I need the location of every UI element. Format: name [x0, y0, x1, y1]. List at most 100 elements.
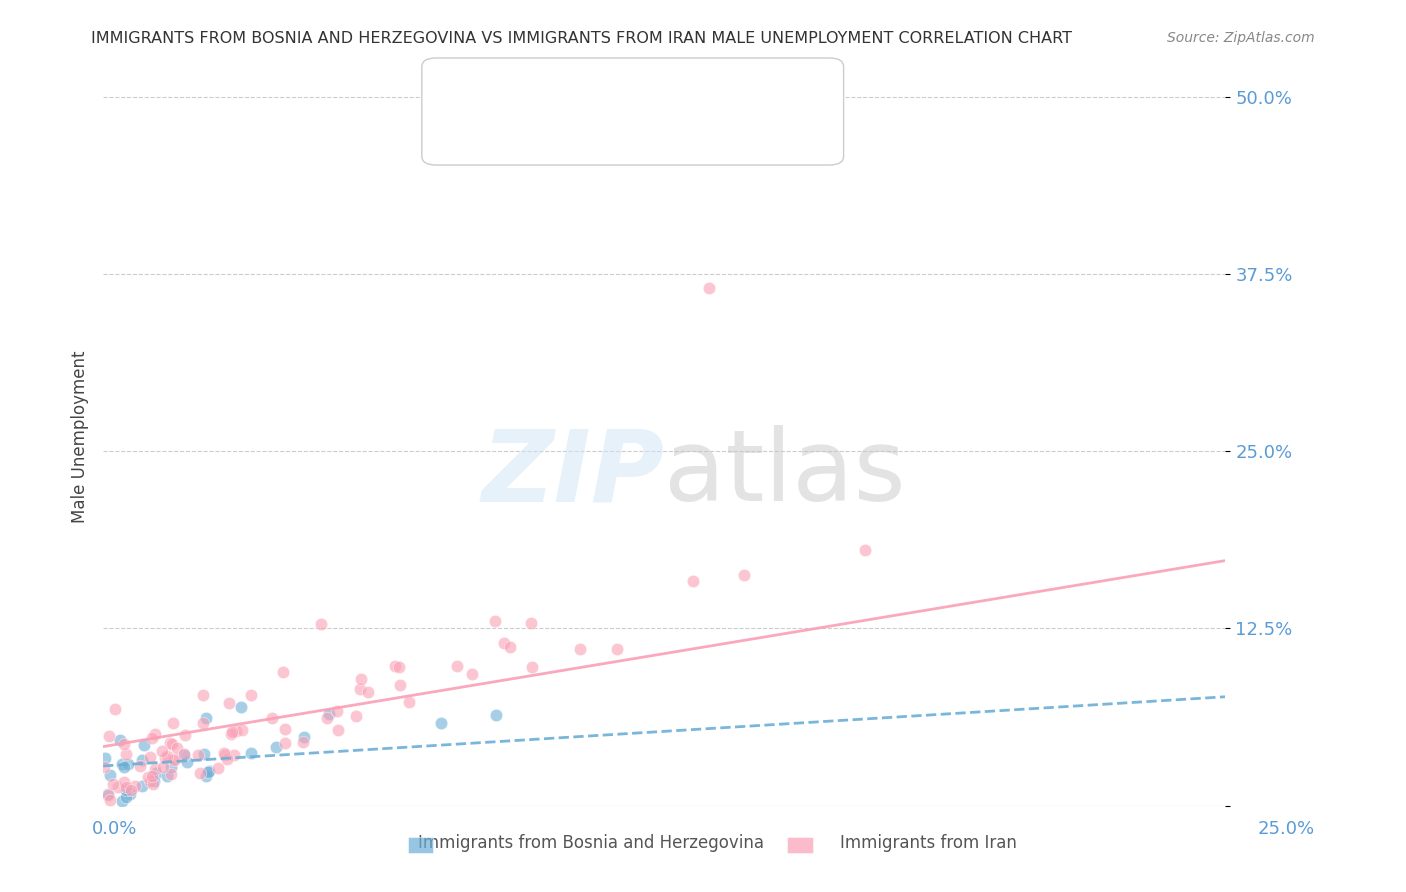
Point [112, 737, 135, 751]
Point [93, 760, 115, 774]
Point [162, 715, 184, 730]
Point [214, 747, 236, 762]
Point [207, 761, 229, 775]
Point [485, 707, 508, 722]
Point [188, 766, 211, 780]
Point [194, 711, 217, 725]
Point [131, 779, 153, 793]
Point [141, 731, 163, 745]
Point [520, 659, 543, 673]
Point [215, 752, 238, 766]
Point [115, 747, 138, 761]
Point [117, 756, 139, 771]
Point [388, 678, 411, 692]
Point [349, 681, 371, 696]
Point [292, 730, 315, 744]
Point [388, 659, 411, 673]
Text: atlas: atlas [664, 425, 905, 523]
Point [115, 780, 138, 794]
Point [568, 641, 591, 656]
Point [94, 751, 117, 765]
Point [132, 738, 155, 752]
Point [143, 727, 166, 741]
Point [499, 640, 522, 655]
Point [136, 771, 159, 785]
Point [129, 759, 152, 773]
Point [166, 741, 188, 756]
Point [292, 735, 315, 749]
Text: 0.0%: 0.0% [91, 820, 136, 838]
Y-axis label: Male Unemployment: Male Unemployment [72, 351, 89, 524]
Point [112, 774, 135, 789]
Point [174, 728, 197, 742]
Point [143, 762, 166, 776]
Point [145, 766, 167, 780]
Point [97, 787, 120, 801]
Point [114, 789, 136, 804]
Point [240, 688, 263, 702]
Text: ZIP: ZIP [481, 425, 664, 523]
Point [260, 711, 283, 725]
Point [150, 744, 173, 758]
Point [212, 746, 235, 760]
Point [195, 769, 218, 783]
Point [160, 760, 183, 774]
Point [155, 769, 177, 783]
Text: Source: ZipAtlas.com: Source: ZipAtlas.com [1167, 31, 1315, 45]
Point [231, 699, 253, 714]
Point [193, 715, 215, 730]
Point [853, 543, 876, 558]
Point [173, 748, 195, 763]
Point [219, 727, 242, 741]
Point [231, 723, 253, 737]
Point [221, 725, 243, 739]
Point [225, 723, 247, 738]
Text: Immigrants from Iran: Immigrants from Iran [839, 834, 1017, 852]
Point [153, 751, 176, 765]
Point [107, 780, 129, 794]
Point [108, 732, 131, 747]
Point [159, 736, 181, 750]
Point [264, 740, 287, 755]
Point [111, 757, 134, 772]
Point [357, 685, 380, 699]
Point [187, 747, 209, 762]
Point [160, 737, 183, 751]
Point [142, 777, 165, 791]
Point [101, 777, 124, 791]
Point [193, 747, 215, 762]
Point [120, 782, 142, 797]
Point [98, 793, 121, 807]
Point [191, 688, 214, 702]
Point [519, 616, 541, 631]
Point [112, 759, 135, 773]
Point [326, 704, 349, 718]
Point [124, 779, 146, 793]
Point [446, 659, 468, 673]
Point [97, 729, 120, 743]
Point [156, 748, 179, 763]
Point [697, 281, 720, 295]
Point [224, 747, 246, 762]
Point [344, 709, 367, 723]
Point [176, 756, 198, 770]
Text: IMMIGRANTS FROM BOSNIA AND HERZEGOVINA VS IMMIGRANTS FROM IRAN MALE UNEMPLOYMENT: IMMIGRANTS FROM BOSNIA AND HERZEGOVINA V… [91, 31, 1073, 46]
Point [111, 794, 134, 808]
Point [274, 722, 297, 736]
Point [197, 764, 219, 779]
Point [239, 746, 262, 760]
Point [138, 749, 160, 764]
Point [460, 666, 482, 681]
Point [163, 753, 186, 767]
Point [118, 787, 141, 801]
Point [484, 614, 506, 628]
Point [430, 716, 453, 731]
Point [492, 636, 515, 650]
Point [318, 707, 340, 722]
Point [139, 773, 162, 788]
Point [173, 747, 195, 762]
Point [309, 616, 332, 631]
Point [606, 642, 628, 657]
Point [131, 753, 153, 767]
Point [160, 767, 183, 781]
